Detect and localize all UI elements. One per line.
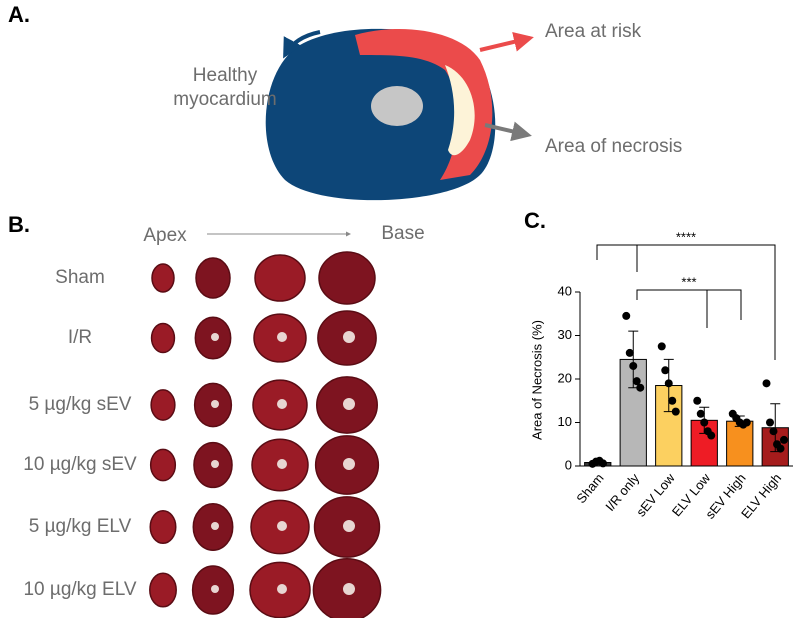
apex-label: Apex [143, 225, 187, 246]
slice-cavity [343, 398, 355, 410]
panel-label: B. [8, 212, 30, 237]
healthy-label: Healthy [193, 65, 258, 86]
slice-cavity [277, 459, 287, 469]
row-label: 10 µg/kg sEV [23, 454, 137, 475]
slice-cavity [277, 399, 287, 409]
panel-label: C. [524, 208, 546, 233]
heart-slice [318, 251, 376, 305]
slice-cavity [343, 520, 355, 532]
data-point [664, 379, 673, 388]
data-point [776, 444, 785, 453]
data-point [668, 396, 677, 405]
y-axis-label: Area of Necrosis (%) [529, 320, 544, 440]
heart-slice [151, 263, 175, 293]
heart-slice [195, 257, 231, 299]
slice-cavity [211, 522, 219, 530]
panel-label: A. [8, 2, 30, 27]
row-label: 5 µg/kg sEV [29, 394, 132, 415]
necrosis-label: Area of necrosis [545, 136, 682, 157]
data-point [762, 379, 771, 388]
data-point [766, 418, 774, 427]
heart-slice [149, 510, 177, 544]
data-point [696, 409, 705, 418]
y-tick-label: 30 [558, 327, 572, 342]
slice-cavity [343, 583, 355, 595]
slice-cavity [211, 333, 219, 341]
row-label: 10 µg/kg ELV [23, 579, 136, 600]
y-tick-label: 20 [558, 370, 572, 385]
heart-slice [149, 572, 177, 608]
data-point [742, 418, 751, 427]
row-label: I/R [68, 327, 92, 348]
data-point [636, 383, 645, 392]
data-point [700, 418, 709, 427]
heart-slice [150, 322, 176, 354]
data-point [629, 361, 638, 370]
base-label: Base [381, 223, 424, 244]
y-tick-label: 40 [558, 283, 572, 298]
heart-diagram [265, 28, 534, 201]
slice-cavity [211, 460, 219, 468]
heart-slices [149, 251, 382, 618]
slice-cavity [343, 331, 355, 343]
data-point [625, 348, 634, 357]
slice-cavity [211, 585, 219, 593]
data-point [661, 366, 670, 375]
slice-cavity [277, 521, 287, 531]
slice-cavity [343, 458, 355, 470]
data-point [599, 459, 607, 468]
row-label: Sham [55, 267, 105, 288]
slice-cavity [277, 584, 287, 594]
data-point [707, 431, 716, 440]
data-point [693, 396, 702, 405]
slice-cavity [211, 400, 219, 408]
heart-slice [149, 448, 177, 482]
y-tick-label: 0 [565, 457, 572, 472]
data-point [632, 377, 641, 386]
data-point [780, 435, 788, 444]
x-tick-label: Sham [573, 470, 606, 506]
risk-label: Area at risk [545, 21, 642, 42]
row-label: 5 µg/kg ELV [29, 516, 132, 537]
significance-label: *** [681, 274, 696, 289]
data-point [769, 427, 778, 436]
significance-label: **** [676, 229, 696, 244]
healthy-label: myocardium [173, 89, 276, 110]
y-tick-label: 10 [558, 414, 572, 429]
significance [596, 244, 776, 360]
slice-cavity [277, 332, 287, 342]
heart-slice [150, 389, 176, 421]
data-point [622, 311, 631, 320]
heart-slice [254, 254, 306, 302]
bar [726, 420, 754, 467]
data-point [671, 407, 680, 416]
data-point [657, 342, 666, 351]
